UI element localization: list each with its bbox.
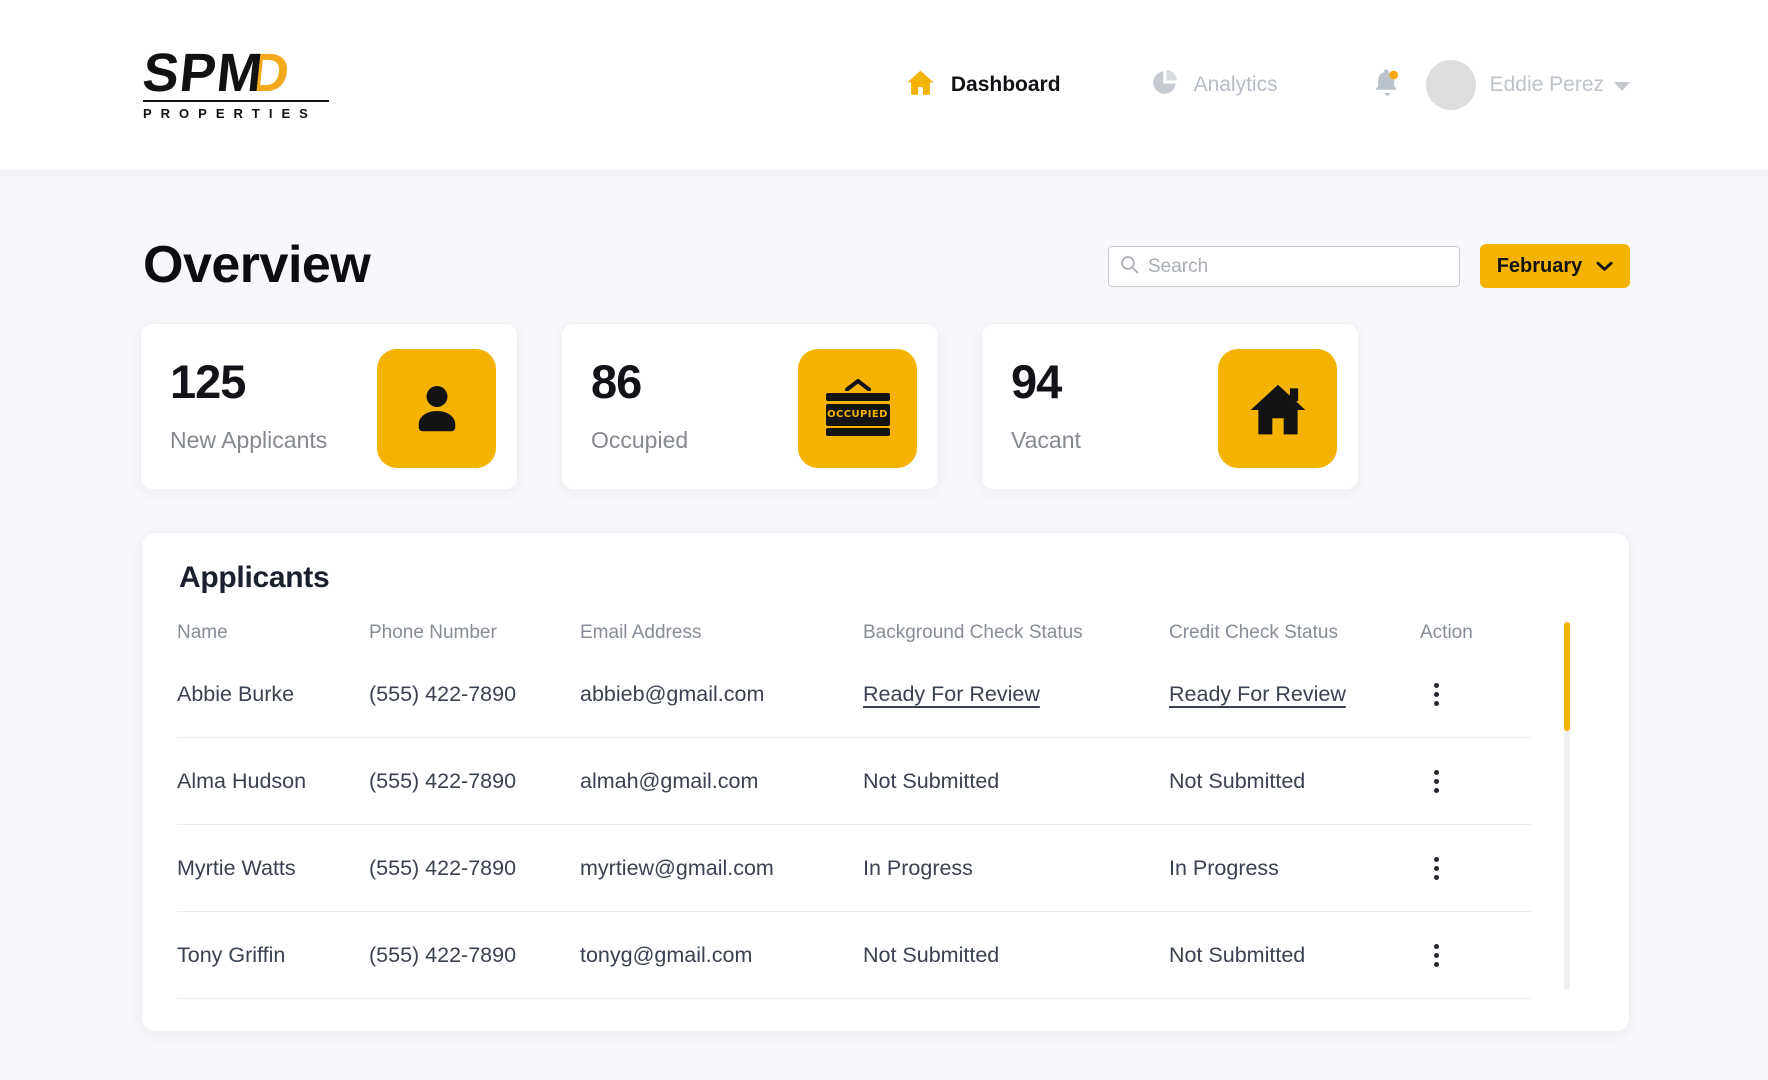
- chevron-down-icon: [1596, 255, 1613, 278]
- user-name: Eddie Perez: [1490, 73, 1604, 97]
- row-actions-kebab-icon[interactable]: [1428, 764, 1445, 799]
- col-header-background-check: Background Check Status: [863, 622, 1169, 644]
- background-check-status: Not Submitted: [863, 943, 1169, 968]
- cell-email: myrtiew@gmail.com: [580, 856, 863, 881]
- house-icon: [1218, 349, 1337, 468]
- table-row: Myrtie Watts (555) 422-7890 myrtiew@gmai…: [177, 825, 1531, 912]
- col-header-name: Name: [177, 622, 369, 644]
- month-selector-button[interactable]: February: [1480, 244, 1630, 288]
- page-title: Overview: [143, 235, 370, 295]
- stat-card-occupied: 86 Occupied OCCUPIED: [561, 323, 939, 490]
- stat-card-new-applicants: 125 New Applicants: [140, 323, 518, 490]
- notifications-button[interactable]: [1372, 67, 1403, 103]
- col-header-phone: Phone Number: [369, 622, 580, 644]
- applicants-table: Name Phone Number Email Address Backgrou…: [177, 615, 1531, 999]
- cell-email: almah@gmail.com: [580, 769, 863, 794]
- user-menu[interactable]: Eddie Perez: [1490, 73, 1630, 97]
- company-logo[interactable]: SPM D PROPERTIES: [143, 49, 329, 122]
- search-input[interactable]: [1148, 256, 1449, 278]
- table-row: Alma Hudson (555) 422-7890 almah@gmail.c…: [177, 738, 1531, 825]
- row-actions-kebab-icon[interactable]: [1428, 851, 1445, 886]
- table-row: Tony Griffin (555) 422-7890 tonyg@gmail.…: [177, 912, 1531, 999]
- table-scrollbar-thumb[interactable]: [1564, 622, 1570, 731]
- cell-phone: (555) 422-7890: [369, 769, 580, 794]
- occupied-sign-icon: OCCUPIED: [798, 349, 917, 468]
- row-actions-kebab-icon[interactable]: [1428, 677, 1445, 712]
- caret-down-icon: [1614, 82, 1630, 91]
- main-nav: Dashboard Analytics Eddie Perez: [906, 60, 1630, 110]
- row-actions-kebab-icon[interactable]: [1428, 938, 1445, 973]
- background-check-status-link[interactable]: Ready For Review: [863, 682, 1169, 707]
- month-label: February: [1497, 255, 1583, 278]
- col-header-credit-check: Credit Check Status: [1169, 622, 1420, 644]
- logo-wordmark: SPM D: [140, 49, 331, 98]
- applicants-card: Applicants Name Phone Number Email Addre…: [141, 532, 1630, 1032]
- cell-name: Alma Hudson: [177, 769, 369, 794]
- cell-email: abbieb@gmail.com: [580, 682, 863, 707]
- background-check-status: Not Submitted: [863, 769, 1169, 794]
- cell-name: Abbie Burke: [177, 682, 369, 707]
- col-header-action: Action: [1420, 622, 1531, 644]
- cell-email: tonyg@gmail.com: [580, 943, 863, 968]
- table-header-row: Name Phone Number Email Address Backgrou…: [177, 615, 1531, 651]
- top-header: SPM D PROPERTIES Dashboard Analytics: [0, 0, 1768, 170]
- credit-check-status: Not Submitted: [1169, 943, 1420, 968]
- search-box: [1108, 246, 1460, 287]
- applicants-title: Applicants: [142, 533, 1629, 595]
- nav-item-analytics[interactable]: Analytics: [1151, 69, 1278, 101]
- bell-icon: [1372, 67, 1403, 103]
- occupied-sign-text: OCCUPIED: [826, 404, 890, 426]
- user-icon: [377, 349, 496, 468]
- table-scrollbar-track[interactable]: [1564, 622, 1570, 990]
- search-icon: [1119, 254, 1140, 280]
- pie-chart-icon: [1151, 69, 1178, 101]
- col-header-email: Email Address: [580, 622, 863, 644]
- cell-phone: (555) 422-7890: [369, 682, 580, 707]
- background-check-status: In Progress: [863, 856, 1169, 881]
- nav-label-dashboard: Dashboard: [951, 73, 1061, 97]
- cell-phone: (555) 422-7890: [369, 943, 580, 968]
- stat-card-vacant: 94 Vacant: [981, 323, 1359, 490]
- cell-phone: (555) 422-7890: [369, 856, 580, 881]
- cell-name: Tony Griffin: [177, 943, 369, 968]
- user-avatar[interactable]: [1426, 60, 1476, 110]
- nav-item-dashboard[interactable]: Dashboard: [906, 69, 1061, 101]
- cell-name: Myrtie Watts: [177, 856, 369, 881]
- credit-check-status: In Progress: [1169, 856, 1420, 881]
- nav-label-analytics: Analytics: [1194, 73, 1278, 97]
- credit-check-status-link[interactable]: Ready For Review: [1169, 682, 1420, 707]
- credit-check-status: Not Submitted: [1169, 769, 1420, 794]
- logo-text: SPM: [140, 49, 265, 98]
- table-row: Abbie Burke (555) 422-7890 abbieb@gmail.…: [177, 651, 1531, 738]
- home-icon: [906, 69, 935, 101]
- logo-subtext: PROPERTIES: [143, 106, 329, 121]
